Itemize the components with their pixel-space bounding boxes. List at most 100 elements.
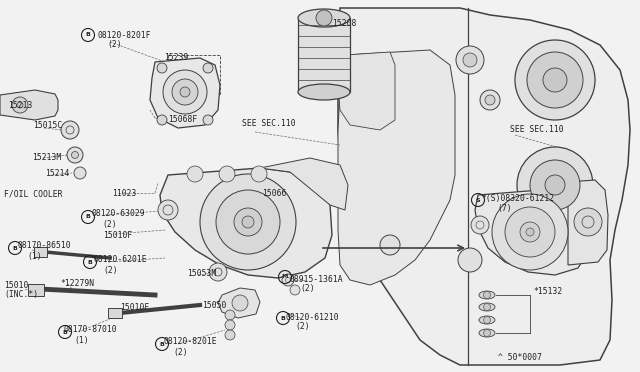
Ellipse shape <box>479 316 495 324</box>
Text: SEE SEC.110: SEE SEC.110 <box>510 125 564 135</box>
Circle shape <box>574 208 602 236</box>
Circle shape <box>72 151 79 158</box>
Circle shape <box>12 97 28 113</box>
Text: (1): (1) <box>27 251 42 260</box>
Polygon shape <box>218 288 260 318</box>
Circle shape <box>242 216 254 228</box>
Text: B: B <box>13 246 17 250</box>
Circle shape <box>232 295 248 311</box>
Bar <box>34 247 47 257</box>
Polygon shape <box>338 8 630 365</box>
Circle shape <box>172 79 198 105</box>
Text: F/OIL COOLER: F/OIL COOLER <box>4 189 63 199</box>
Circle shape <box>157 63 167 73</box>
Text: *15132: *15132 <box>533 288 563 296</box>
Circle shape <box>515 40 595 120</box>
Ellipse shape <box>298 84 350 100</box>
Polygon shape <box>260 158 348 210</box>
Text: 15053M: 15053M <box>187 269 216 278</box>
Circle shape <box>543 68 567 92</box>
Polygon shape <box>338 52 395 130</box>
Circle shape <box>483 304 490 311</box>
Text: (2): (2) <box>295 323 310 331</box>
Circle shape <box>530 160 580 210</box>
Circle shape <box>74 167 86 179</box>
Circle shape <box>483 330 490 337</box>
Polygon shape <box>568 180 608 265</box>
Text: ^ 50*0007: ^ 50*0007 <box>498 353 542 362</box>
Polygon shape <box>338 50 455 285</box>
Text: B: B <box>86 32 90 38</box>
Circle shape <box>225 320 235 330</box>
Circle shape <box>17 102 23 108</box>
Circle shape <box>67 147 83 163</box>
Circle shape <box>316 10 332 26</box>
Circle shape <box>380 235 400 255</box>
Text: SEE SEC.110: SEE SEC.110 <box>242 119 296 128</box>
Text: M: M <box>282 275 288 279</box>
Text: *(S)08320-61212: *(S)08320-61212 <box>481 193 554 202</box>
Text: 15010F: 15010F <box>103 231 132 240</box>
Text: (7): (7) <box>497 205 511 214</box>
Text: (2): (2) <box>107 39 122 48</box>
Text: B: B <box>88 260 92 264</box>
Bar <box>28 284 44 296</box>
Circle shape <box>456 46 484 74</box>
Polygon shape <box>0 90 58 120</box>
Text: 08120-6201E: 08120-6201E <box>93 256 147 264</box>
Circle shape <box>483 292 490 298</box>
Circle shape <box>545 175 565 195</box>
Circle shape <box>158 200 178 220</box>
Circle shape <box>471 216 489 234</box>
Text: 08120-8201F: 08120-8201F <box>97 31 150 39</box>
Circle shape <box>61 121 79 139</box>
Text: (INC.*): (INC.*) <box>4 291 38 299</box>
Text: 08170-86510: 08170-86510 <box>17 241 70 250</box>
Text: 15239: 15239 <box>164 52 188 61</box>
Circle shape <box>485 95 495 105</box>
Circle shape <box>203 115 213 125</box>
Circle shape <box>458 248 482 272</box>
Circle shape <box>492 194 568 270</box>
Circle shape <box>180 87 190 97</box>
Bar <box>298 18 350 92</box>
Circle shape <box>526 228 534 236</box>
Text: 15214: 15214 <box>45 170 69 179</box>
Text: 08170-87010: 08170-87010 <box>64 326 118 334</box>
Text: B: B <box>159 341 164 346</box>
Text: 15213: 15213 <box>8 100 33 109</box>
Text: (2): (2) <box>300 285 315 294</box>
Text: S: S <box>476 198 480 202</box>
Circle shape <box>251 166 267 182</box>
Text: 08120-61210: 08120-61210 <box>285 312 339 321</box>
Ellipse shape <box>479 329 495 337</box>
Text: 15010F: 15010F <box>120 304 149 312</box>
Polygon shape <box>475 188 590 275</box>
Text: B: B <box>280 315 285 321</box>
Text: 15066: 15066 <box>262 189 286 199</box>
Ellipse shape <box>479 303 495 311</box>
Circle shape <box>517 147 593 223</box>
Text: 15208: 15208 <box>332 19 356 28</box>
Text: 15213M: 15213M <box>32 153 61 161</box>
Bar <box>168 55 220 95</box>
Circle shape <box>290 285 300 295</box>
Bar <box>108 308 122 318</box>
Circle shape <box>520 222 540 242</box>
Text: 15050: 15050 <box>202 301 227 311</box>
Circle shape <box>157 115 167 125</box>
Text: 15010: 15010 <box>4 280 28 289</box>
Circle shape <box>216 190 280 254</box>
Text: 15015C: 15015C <box>33 122 62 131</box>
Text: B: B <box>86 215 90 219</box>
Circle shape <box>463 53 477 67</box>
Text: (2): (2) <box>173 347 188 356</box>
Text: *12279N: *12279N <box>60 279 94 289</box>
Circle shape <box>209 263 227 281</box>
Circle shape <box>200 174 296 270</box>
Text: 08120-8201E: 08120-8201E <box>163 337 216 346</box>
Circle shape <box>219 166 235 182</box>
Circle shape <box>234 208 262 236</box>
Circle shape <box>225 330 235 340</box>
Circle shape <box>527 52 583 108</box>
